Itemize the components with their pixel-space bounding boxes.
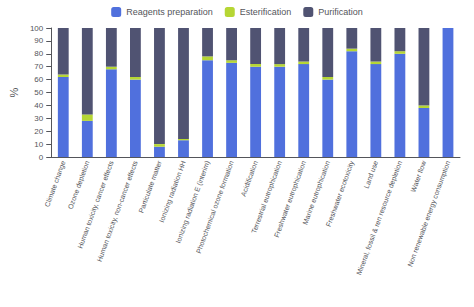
svg-text:100: 100 bbox=[30, 24, 44, 33]
svg-text:0: 0 bbox=[39, 153, 44, 162]
svg-text:Non renewable energy consumpti: Non renewable energy consumption bbox=[406, 160, 452, 268]
svg-text:90: 90 bbox=[34, 36, 43, 45]
svg-text:Ionizing radiation E (interim): Ionizing radiation E (interim) bbox=[174, 159, 211, 245]
svg-text:Freshwater eutrophication: Freshwater eutrophication bbox=[273, 160, 308, 239]
svg-text:Esterification: Esterification bbox=[240, 7, 292, 17]
svg-text:50: 50 bbox=[34, 88, 43, 97]
svg-text:Acidification: Acidification bbox=[240, 160, 259, 198]
svg-text:Land use: Land use bbox=[363, 160, 379, 190]
svg-text:10: 10 bbox=[34, 140, 43, 149]
svg-text:80: 80 bbox=[34, 49, 43, 58]
svg-text:Climate change: Climate change bbox=[43, 160, 67, 209]
svg-text:Mineral, fossil & ren resource: Mineral, fossil & ren resource depletion bbox=[355, 160, 404, 277]
svg-text:Human toxicity, cancer effects: Human toxicity, cancer effects bbox=[76, 159, 115, 250]
svg-text:Freshwater ecotoxicity: Freshwater ecotoxicity bbox=[325, 159, 356, 228]
svg-text:60: 60 bbox=[34, 75, 43, 84]
svg-text:20: 20 bbox=[34, 127, 43, 136]
svg-text:%: % bbox=[8, 87, 20, 97]
svg-text:70: 70 bbox=[34, 62, 43, 71]
svg-text:Terrestrial eutrophication: Terrestrial eutrophication bbox=[250, 159, 283, 235]
svg-text:Reagents preparation: Reagents preparation bbox=[126, 7, 213, 17]
svg-text:Purification: Purification bbox=[318, 7, 363, 17]
svg-text:Ozone depletion: Ozone depletion bbox=[67, 160, 92, 211]
svg-text:Particulate matter: Particulate matter bbox=[137, 159, 163, 214]
svg-text:Human toxicity, non-cancer eff: Human toxicity, non-cancer effects bbox=[96, 159, 140, 263]
svg-text:Marine eutrophication: Marine eutrophication bbox=[301, 159, 331, 226]
svg-text:Ionizing radiation HH: Ionizing radiation HH bbox=[158, 160, 188, 224]
svg-text:30: 30 bbox=[34, 114, 43, 123]
svg-text:Photochemical ozone formation: Photochemical ozone formation bbox=[195, 160, 235, 255]
svg-text:40: 40 bbox=[34, 101, 43, 110]
svg-text:Water flow: Water flow bbox=[409, 159, 427, 193]
